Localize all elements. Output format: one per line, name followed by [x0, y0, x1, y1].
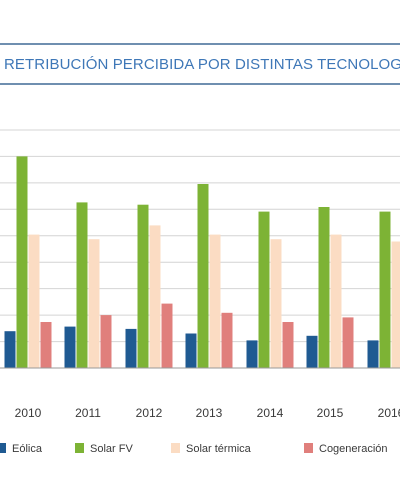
x-tick-labels: 2010 2011 2012 2013 2014 2015 2016 [15, 406, 400, 420]
legend-label: Eólica [12, 443, 43, 455]
legend-label: Solar FV [90, 443, 133, 455]
legend-label: Solar térmica [186, 443, 252, 455]
bar [259, 212, 270, 368]
bar [65, 327, 76, 368]
bar [77, 202, 88, 368]
bar [5, 331, 16, 368]
x-tick-label: 2015 [317, 406, 344, 420]
bar [319, 207, 330, 368]
bar [331, 235, 342, 368]
bar [101, 315, 112, 368]
bar [89, 239, 100, 368]
bar [392, 242, 400, 369]
bar [29, 235, 40, 368]
legend-swatch [75, 443, 84, 453]
x-tick-label: 2010 [15, 406, 42, 420]
x-tick-label: 2016 [378, 406, 400, 420]
bar [380, 212, 391, 368]
bar [210, 235, 221, 368]
bar [41, 322, 52, 368]
bar [343, 317, 354, 368]
bar [271, 239, 282, 368]
bar [307, 336, 318, 368]
x-tick-label: 2013 [196, 406, 223, 420]
x-tick-label: 2012 [136, 406, 163, 420]
x-tick-label: 2011 [75, 406, 101, 420]
bar [162, 304, 173, 368]
legend-label: Cogeneración [319, 443, 388, 455]
bar [368, 340, 379, 368]
bar [126, 329, 137, 368]
legend: Eólica Solar FV Solar térmica Cogeneración [0, 443, 388, 455]
bar [198, 184, 209, 368]
legend-swatch [304, 443, 313, 453]
bar [138, 205, 149, 368]
bar [150, 225, 161, 368]
bar [186, 334, 197, 369]
x-tick-label: 2014 [257, 406, 284, 420]
legend-swatch [171, 443, 180, 453]
bar [222, 313, 233, 368]
bar [283, 322, 294, 368]
legend-swatch [0, 443, 6, 453]
bar [17, 156, 28, 368]
bar [247, 340, 258, 368]
